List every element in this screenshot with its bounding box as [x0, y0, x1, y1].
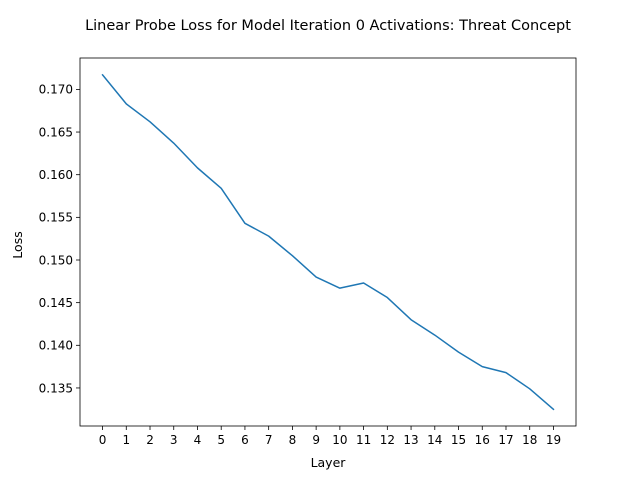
- series-line: [101, 73, 555, 411]
- x-tick-label: 6: [241, 433, 249, 447]
- x-tick-label: 8: [289, 433, 297, 447]
- x-tick-label: 17: [498, 433, 513, 447]
- y-tick-label: 0.170: [39, 83, 73, 97]
- x-tick-label: 5: [217, 433, 225, 447]
- plot-area: 0 1 2 3 4 5 6 7 8 9 10 11 12 13 14 15 16 17 18 190.1350.140…: [39, 57, 577, 447]
- y-axis-label: Loss: [10, 231, 25, 258]
- y-tick-label: 0.150: [39, 253, 73, 267]
- axes-frame: [79, 57, 577, 427]
- x-tick-label: 1: [122, 433, 130, 447]
- x-tick-label: 9: [312, 433, 320, 447]
- x-tick-label: 10: [332, 433, 347, 447]
- x-tick-label: 11: [356, 433, 371, 447]
- x-tick-label: 16: [475, 433, 490, 447]
- x-tick-label: 19: [546, 433, 561, 447]
- y-tick-label: 0.135: [39, 381, 73, 395]
- x-tick-label: 15: [451, 433, 466, 447]
- x-axis-label: Layer: [311, 455, 347, 470]
- x-tick-label: 2: [146, 433, 154, 447]
- x-tick-label: 7: [265, 433, 273, 447]
- x-tick-label: 12: [380, 433, 395, 447]
- y-tick-label: 0.145: [39, 296, 73, 310]
- chart-title: Linear Probe Loss for Model Iteration 0 …: [85, 18, 571, 34]
- x-tick-label: 14: [427, 433, 442, 447]
- y-tick-label: 0.160: [39, 168, 73, 182]
- y-tick-label: 0.165: [39, 125, 73, 139]
- x-tick-label: 13: [403, 433, 418, 447]
- x-tick-label: 18: [522, 433, 537, 447]
- x-tick-label: 4: [194, 433, 202, 447]
- x-tick-label: 0: [99, 433, 107, 447]
- x-tick-label: 3: [170, 433, 178, 447]
- y-tick-label: 0.155: [39, 211, 73, 225]
- y-tick-label: 0.140: [39, 339, 73, 353]
